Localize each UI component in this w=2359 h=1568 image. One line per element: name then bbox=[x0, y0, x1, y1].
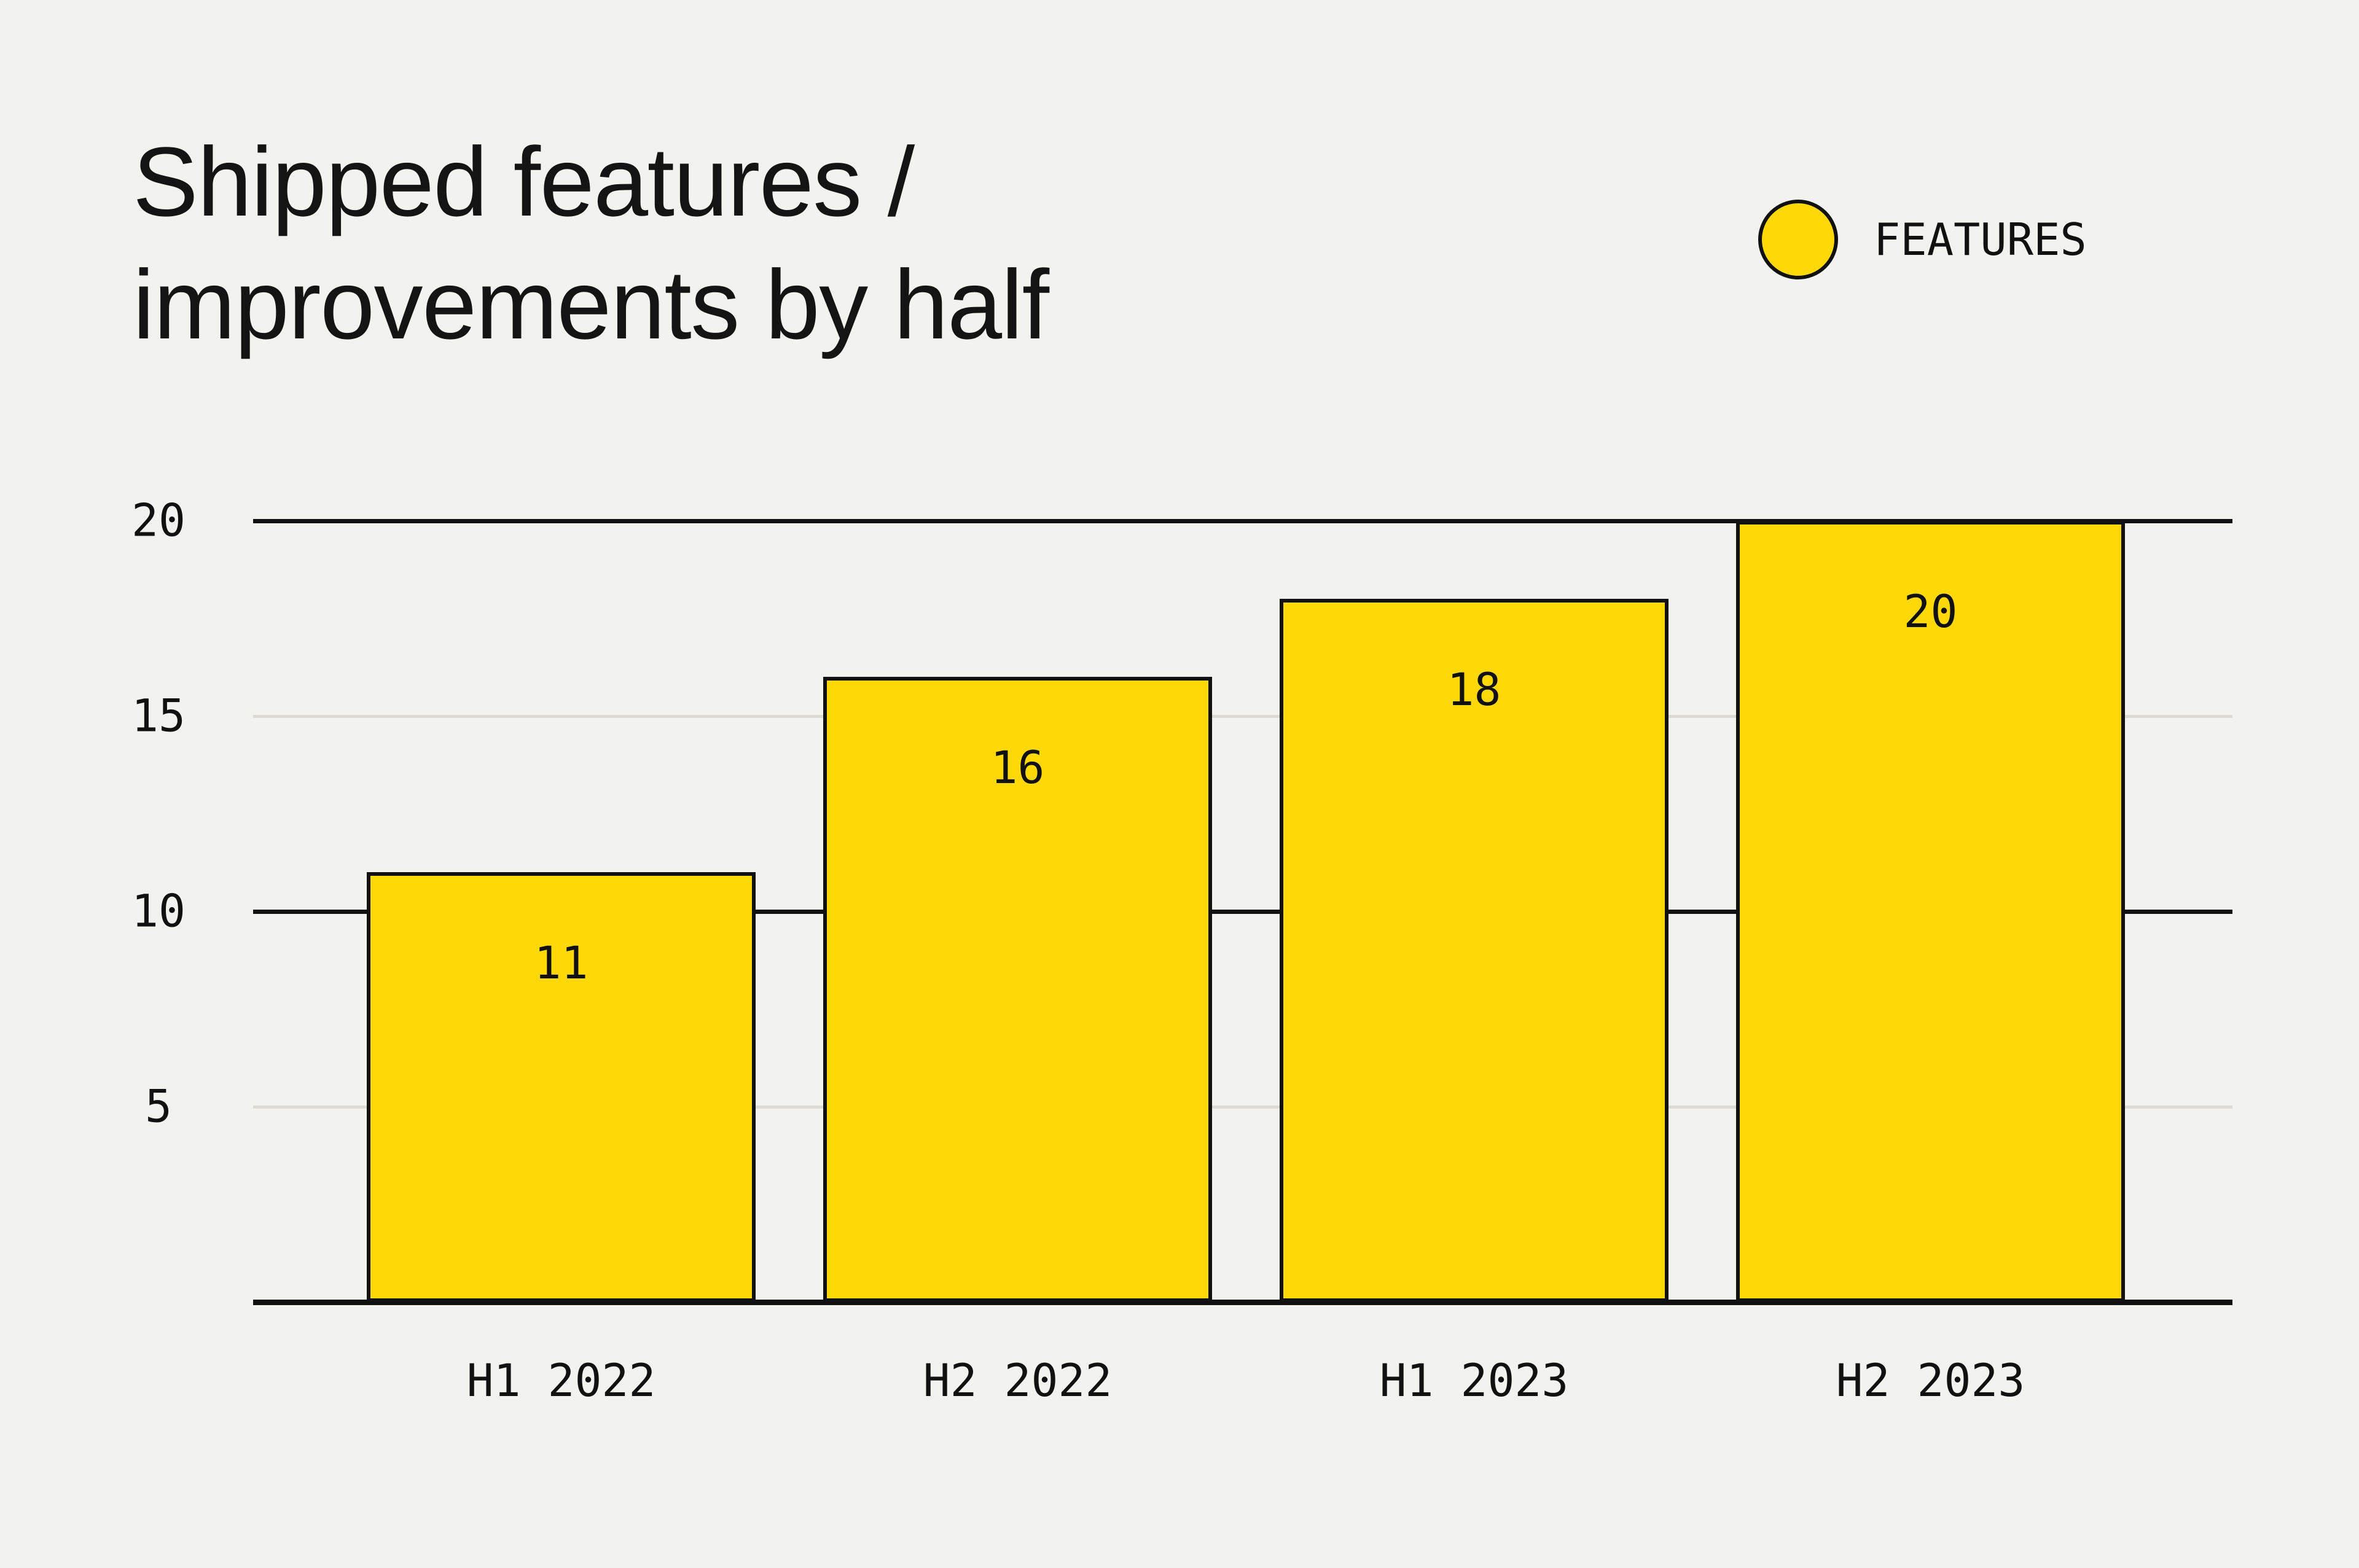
legend-label: FEATURES bbox=[1874, 214, 2087, 265]
bar-h2-2022 bbox=[823, 677, 1212, 1302]
x-axis-baseline bbox=[253, 1299, 2232, 1305]
bar-value-label: 20 bbox=[1903, 586, 1958, 638]
gridline-15 bbox=[253, 714, 2232, 718]
x-axis-label-h1-2023: H1 2023 bbox=[1379, 1355, 1569, 1407]
x-axis-label-h1-2022: H1 2022 bbox=[466, 1355, 656, 1407]
gridline-20 bbox=[253, 518, 2232, 523]
gridline-5 bbox=[253, 1105, 2232, 1109]
legend: FEATURES bbox=[1758, 200, 2087, 279]
bar-value-label: 11 bbox=[534, 937, 589, 990]
x-axis-label-h2-2022: H2 2022 bbox=[923, 1355, 1113, 1407]
legend-marker-circle-icon bbox=[1758, 200, 1838, 279]
bar-h1-2022 bbox=[367, 872, 756, 1302]
y-tick-label-20: 20 bbox=[131, 494, 186, 547]
bar-h2-2023 bbox=[1736, 521, 2125, 1302]
bar-h1-2023 bbox=[1280, 599, 1669, 1302]
y-tick-label-15: 15 bbox=[131, 690, 186, 743]
chart-title-line1: Shipped features / bbox=[133, 127, 915, 236]
bar-value-label: 18 bbox=[1447, 664, 1501, 717]
y-tick-label-5: 5 bbox=[145, 1080, 172, 1133]
chart-title: Shipped features / improvements by half bbox=[133, 120, 1049, 366]
gridline-10 bbox=[253, 909, 2232, 914]
y-tick-label-10: 10 bbox=[131, 885, 186, 938]
chart-title-line2: improvements by half bbox=[133, 249, 1049, 359]
bar-value-label: 16 bbox=[990, 742, 1045, 795]
x-axis-label-h2-2023: H2 2023 bbox=[1836, 1355, 2025, 1407]
